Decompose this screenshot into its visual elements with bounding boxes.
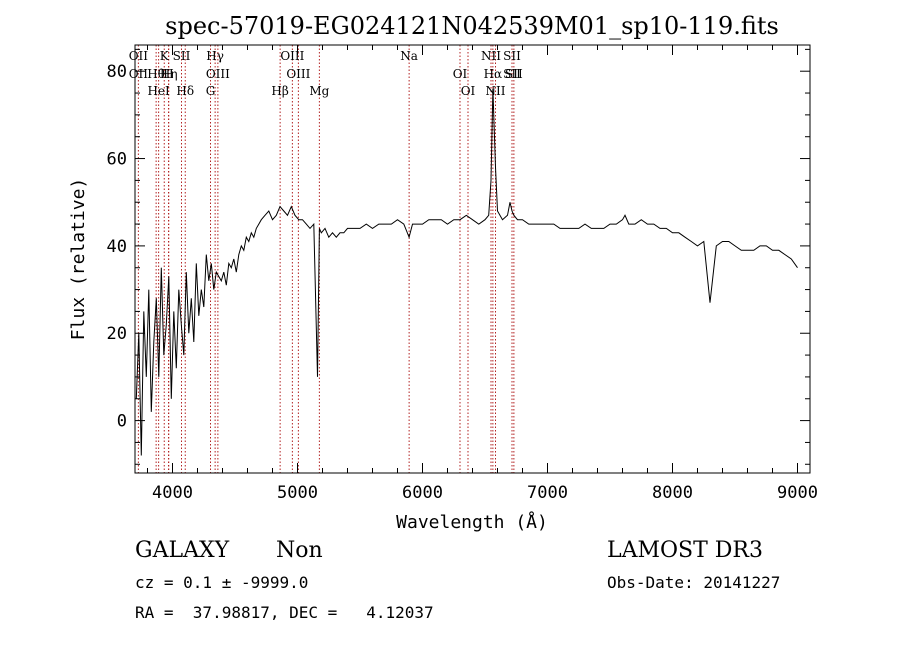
spectral-line-label: SII [503, 67, 521, 81]
spectral-line-label: SII [173, 49, 191, 63]
survey-name: LAMOST DR3 [607, 538, 763, 563]
plot-frame [134, 44, 811, 474]
x-axis-label: Wavelength (Å) [396, 511, 548, 533]
spectral-line-label: Na [400, 49, 418, 63]
y-tick-label: 80 [107, 62, 127, 82]
spectral-line-label: OII [129, 49, 149, 63]
y-axis-label: Flux (relative) [68, 178, 89, 341]
spectral-line-label: H [163, 67, 173, 81]
object-class: GALAXY [135, 538, 230, 563]
spectral-line-label: OII [129, 67, 149, 81]
spectral-line-label: NII [486, 84, 506, 98]
x-tick-label: 9000 [777, 483, 818, 503]
y-tick-label: 40 [107, 237, 127, 257]
spectral-line-label: Hθ [147, 67, 165, 81]
spectral-line-label: SII [503, 49, 521, 63]
object-subclass: Non [276, 538, 323, 563]
spectral-line-label: Hβ [271, 84, 288, 98]
y-tick-label: 60 [107, 150, 127, 170]
spectral-line-label: Mg [309, 84, 329, 98]
y-axis: 0 20 40 60 80 [107, 48, 810, 465]
spectral-line-label: Hα [484, 67, 503, 81]
y-tick-label: 20 [107, 324, 127, 344]
spectral-line-label: OIII [206, 67, 230, 81]
spectral-line-label: NII [481, 49, 501, 63]
spectral-line-label: HeI [147, 84, 170, 98]
spectral-line-label: OI [461, 84, 476, 98]
spectral-line-markers [137, 45, 515, 473]
x-tick-label: 7000 [527, 483, 568, 503]
spectral-line-label: OIII [280, 49, 304, 63]
x-tick-label: 4000 [152, 483, 193, 503]
spectral-line-label: G [206, 84, 216, 98]
spectrum-series-line [135, 88, 798, 456]
spectral-line-label: Hγ [206, 49, 224, 63]
obs-date: Obs-Date: 20141227 [607, 573, 781, 592]
spectral-line-label: K [160, 49, 170, 63]
x-tick-label: 5000 [277, 483, 318, 503]
spectral-line-label: Hη [160, 67, 178, 81]
y-tick-label: 0 [117, 412, 127, 432]
coordinates-line: RA = 37.98817, DEC = 4.12037 [135, 603, 434, 622]
spectral-line-label: Hδ [176, 84, 194, 98]
x-tick-label: 8000 [652, 483, 693, 503]
x-tick-label: 6000 [402, 483, 443, 503]
redshift-line: cz = 0.1 ± -9999.0 [135, 573, 309, 592]
chart-title: spec-57019-EG024121N042539M01_sp10-119.f… [165, 12, 779, 40]
spectral-line-label: OI [453, 67, 468, 81]
spectral-line-label: SII [505, 67, 523, 81]
x-axis: 4000 5000 6000 7000 8000 9000 [147, 45, 818, 503]
spectral-line-label: OIII [286, 67, 310, 81]
